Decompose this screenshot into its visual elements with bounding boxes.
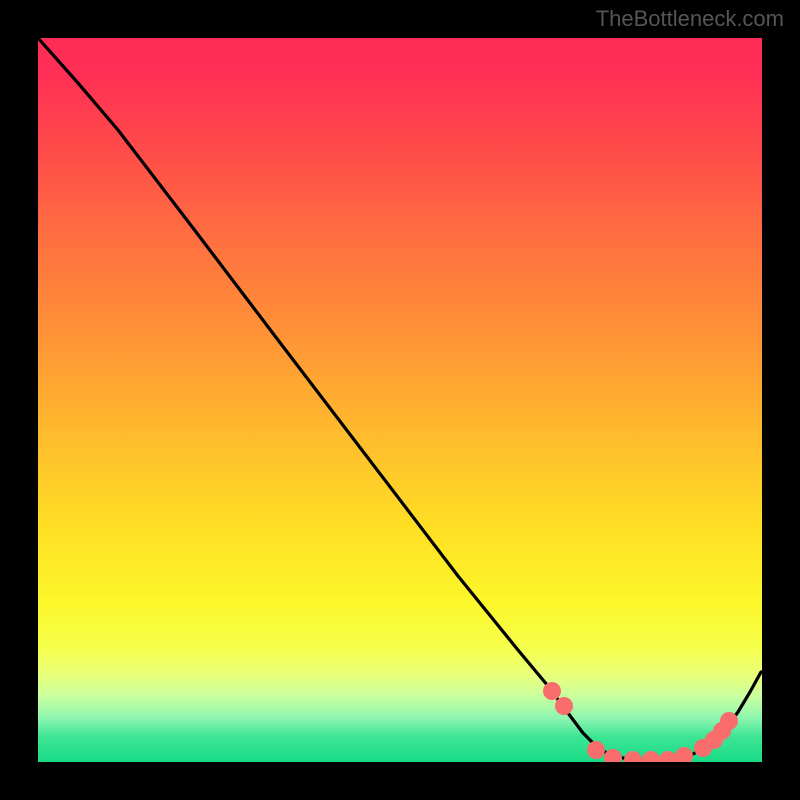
chart-container: TheBottleneck.com	[0, 0, 800, 800]
chart-area	[38, 38, 762, 762]
watermark-text: TheBottleneck.com	[596, 6, 784, 32]
marker-point	[588, 742, 605, 759]
marker-point	[605, 750, 622, 763]
marker-point	[721, 713, 738, 730]
chart-background	[38, 38, 762, 762]
marker-point	[544, 683, 561, 700]
marker-point	[556, 698, 573, 715]
bottleneck-curve-chart	[38, 38, 762, 762]
marker-point	[676, 748, 693, 763]
